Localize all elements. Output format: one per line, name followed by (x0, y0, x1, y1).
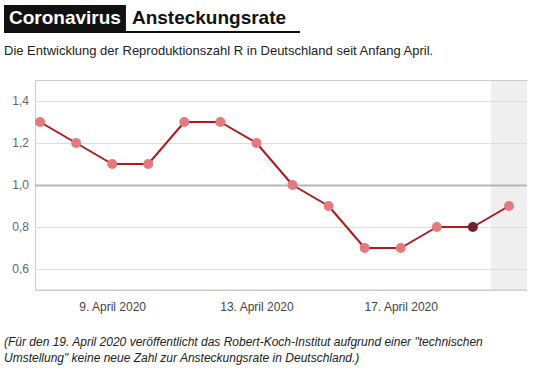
series-line (40, 122, 509, 248)
x-tick-label: 17. April 2020 (365, 300, 439, 314)
y-tick-label: 0,8 (12, 220, 29, 234)
point-marker (396, 243, 406, 253)
x-tick-label: 9. April 2020 (79, 300, 146, 314)
y-tick: 1,4 (12, 94, 527, 108)
point-marker (143, 159, 153, 169)
point-marker (251, 138, 261, 148)
y-tick-label: 1,0 (12, 178, 29, 192)
grid-line (35, 185, 527, 187)
grid-line (35, 101, 527, 102)
y-tick-label: 0,6 (12, 262, 29, 276)
footnote: (Für den 19. April 2020 veröffentlicht d… (4, 334, 549, 366)
point-marker (107, 159, 117, 169)
x-axis-line (35, 290, 527, 291)
title-rule (4, 31, 300, 33)
x-tick-label: 13. April 2020 (220, 300, 294, 314)
grid-line (35, 269, 527, 270)
point-marker (360, 243, 370, 253)
y-tick: 1,0 (12, 178, 527, 192)
chart: Coronavirus Ansteckungsrate Die Entwicklun… (0, 0, 553, 369)
y-tick: 1,2 (12, 136, 527, 150)
y-tick-label: 1,2 (12, 136, 29, 150)
x-tick: 13. April 2020 (220, 290, 294, 314)
point-marker (215, 117, 225, 127)
plot-area (35, 117, 514, 253)
grid-line (35, 143, 527, 144)
y-tick-label: 1,4 (12, 94, 29, 108)
x-tick: 17. April 2020 (365, 290, 439, 314)
y-axis: 0,6 0,8 1,0 1,2 1,4 (12, 81, 527, 291)
point-marker (504, 201, 514, 211)
y-axis-line (36, 81, 528, 291)
point-marker (288, 180, 298, 190)
subtitle: Die Entwicklung der Reproduktionszahl R … (4, 43, 433, 58)
point-marker (35, 117, 45, 127)
point-marker (468, 222, 478, 232)
x-tick: 9. April 2020 (79, 290, 146, 314)
point-marker (432, 222, 442, 232)
title-box (4, 5, 126, 31)
point-marker (71, 138, 81, 148)
x-axis: 9. April 2020 13. April 2020 17. April 202… (35, 290, 527, 314)
title: Ansteckungsrate (132, 7, 286, 28)
y-tick: 0,6 (12, 262, 527, 276)
point-marker (324, 201, 334, 211)
point-marker (179, 117, 189, 127)
title-kicker: Coronavirus (9, 7, 121, 28)
